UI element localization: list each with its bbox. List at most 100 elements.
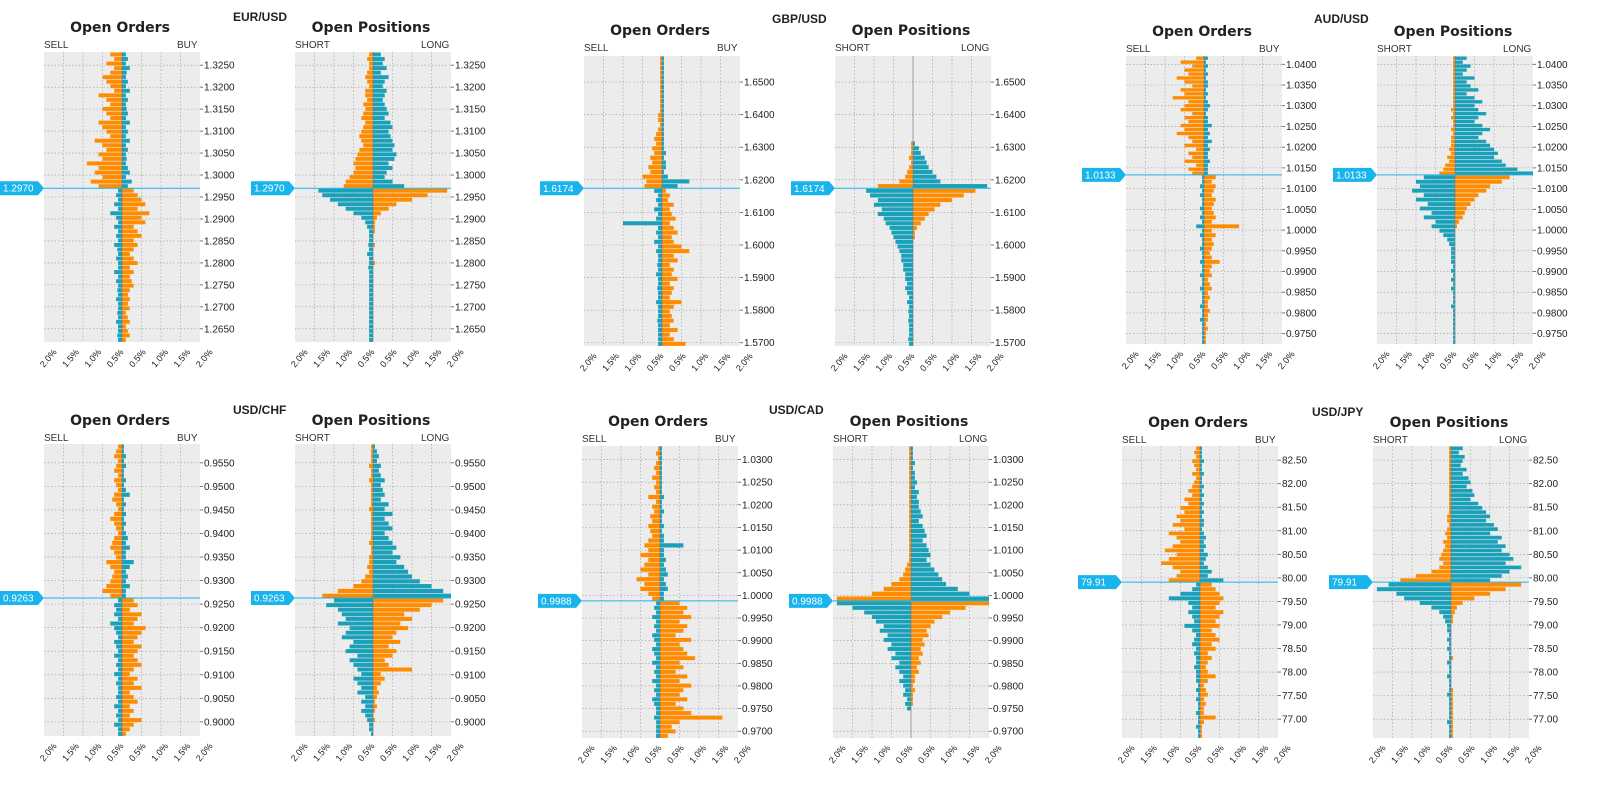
bar-above-left: [650, 529, 660, 533]
bar-below-right: [122, 202, 145, 206]
bar-above-right: [373, 589, 443, 593]
bar-below-left: [1424, 215, 1455, 219]
y-tick-label: 0.9100: [204, 670, 235, 681]
x-tick-label: 2.0%: [1527, 349, 1548, 371]
bar-above-left: [106, 148, 122, 152]
bar-below-left: [116, 257, 122, 261]
bar-above-left: [1196, 447, 1200, 451]
positions-title-usd-chf: Open Positions: [293, 413, 449, 429]
bar-above-left: [1161, 561, 1200, 565]
orders-right-label-gbp-usd: BUY: [717, 43, 738, 54]
bar-above-right: [662, 160, 666, 164]
bar-above-left: [641, 587, 661, 591]
bar-below-left: [350, 658, 373, 662]
bar-below-left: [1181, 592, 1201, 596]
bar-below-right: [122, 631, 142, 635]
bar-below-left: [367, 718, 373, 722]
bar-above-right: [1455, 168, 1517, 171]
x-tick-label: 0.5%: [894, 743, 915, 765]
y-tick-label: 0.9150: [204, 647, 235, 658]
bar-below-right: [662, 203, 674, 207]
bar-above-right: [1204, 171, 1208, 174]
bar-below-left: [909, 305, 913, 309]
bar-above-right: [122, 66, 130, 70]
y-tick-label: 0.9900: [1537, 267, 1568, 278]
bar-above-left: [1192, 472, 1200, 476]
bar-below-left: [1445, 619, 1451, 623]
bar-below-left: [346, 617, 373, 621]
bar-above-right: [662, 179, 689, 183]
bar-above-left: [1181, 124, 1204, 127]
bar-below-right: [122, 677, 138, 681]
bar-below-right: [1200, 711, 1204, 715]
bar-above-left: [643, 175, 663, 179]
bar-below-right: [122, 293, 128, 297]
bar-below-right: [373, 658, 385, 662]
y-tick-label: 0.9800: [1286, 308, 1317, 319]
bar-above-left: [1416, 574, 1451, 578]
bar-above-left: [114, 493, 122, 497]
bar-above-right: [1455, 64, 1471, 67]
y-tick-label: 0.9450: [204, 505, 235, 516]
bar-below-left: [658, 323, 662, 327]
bar-below-left: [1196, 674, 1200, 678]
bar-below-left: [1412, 189, 1455, 193]
x-tick-label: 2.0%: [38, 741, 59, 763]
bar-below-right: [911, 638, 923, 642]
bar-above-right: [1204, 152, 1208, 155]
y-tick-label: 1.0100: [993, 546, 1024, 557]
bar-below-right: [122, 266, 130, 270]
bar-above-right: [1451, 459, 1463, 463]
bar-above-right: [662, 165, 666, 169]
y-tick-label: 0.9850: [742, 659, 773, 670]
bar-above-left: [658, 113, 662, 117]
bar-above-left: [1185, 68, 1205, 71]
bar-below-left: [369, 238, 373, 242]
positions-chart-usd-jpy: 82.5082.0081.5081.0080.5080.0079.5079.00…: [1329, 446, 1558, 765]
bar-below-right: [122, 207, 138, 211]
bar-below-left: [1447, 238, 1455, 242]
bar-below-right: [1204, 238, 1212, 242]
y-tick-label: 0.9950: [742, 614, 773, 625]
bar-below-left: [1439, 229, 1455, 233]
bar-below-left: [866, 189, 913, 193]
bar-below-right: [660, 638, 691, 642]
bar-above-right: [1455, 164, 1506, 167]
bar-below-left: [907, 282, 913, 286]
bar-above-left: [658, 118, 662, 122]
bar-above-left: [1192, 140, 1204, 143]
bar-above-left: [367, 98, 373, 102]
bar-below-right: [662, 217, 676, 221]
bar-above-right: [122, 93, 126, 97]
bar-above-left: [103, 157, 123, 161]
bar-above-left: [1447, 519, 1451, 523]
bar-below-left: [903, 268, 913, 272]
x-tick-label: 0.5%: [1460, 349, 1481, 371]
bar-above-right: [373, 157, 394, 161]
bar-below-left: [318, 189, 373, 193]
y-tick-label: 0.9950: [1286, 246, 1317, 257]
bar-above-right: [373, 93, 385, 97]
bar-below-right: [662, 300, 682, 304]
y-tick-label: 78.00: [1533, 668, 1558, 679]
bar-below-left: [114, 612, 122, 616]
x-tick-label: 2.0%: [576, 743, 597, 765]
bar-below-left: [118, 617, 122, 621]
y-tick-label: 78.50: [1282, 644, 1307, 655]
y-tick-label: 1.2800: [455, 258, 486, 269]
bar-below-right: [662, 277, 678, 281]
y-tick-label: 1.2700: [455, 302, 486, 313]
bar-below-left: [118, 306, 122, 310]
bar-below-right: [660, 629, 683, 633]
bar-below-left: [656, 720, 660, 724]
bar-above-right: [373, 594, 451, 598]
bar-above-left: [1177, 132, 1204, 135]
y-tick-label: 80.50: [1533, 550, 1558, 561]
bar-above-right: [911, 538, 923, 542]
x-tick-label: 1.0%: [689, 351, 710, 373]
bar-above-right: [913, 165, 929, 169]
bar-below-left: [116, 714, 122, 718]
bar-below-left: [1451, 269, 1455, 273]
bar-above-left: [1445, 164, 1455, 167]
bar-below-left: [1200, 207, 1204, 211]
